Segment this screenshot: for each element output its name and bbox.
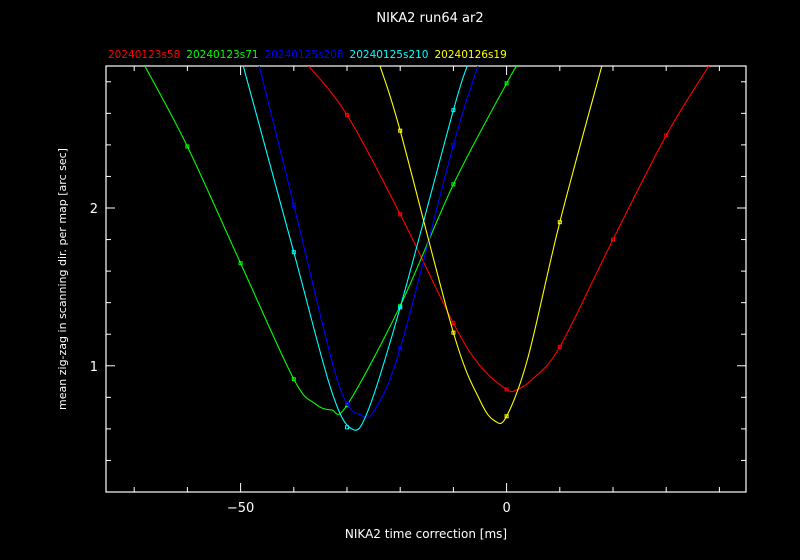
data-point-20240125s210 (291, 250, 296, 255)
series-line-20240125s208 (258, 66, 479, 419)
legend: 20240123s58 20240123s71 20240125s208 202401… (108, 49, 507, 61)
data-point-20240123s71 (291, 377, 296, 382)
series-line-20240123s58 (308, 66, 710, 393)
data-point-20240126s19 (504, 414, 509, 419)
y-tick-label: 2 (90, 202, 98, 217)
chart-title: NIKA2 run64 ar2 (376, 11, 483, 26)
data-point-20240125s210 (344, 425, 349, 430)
data-point-20240125s210 (398, 305, 403, 310)
data-point-20240123s58 (557, 344, 562, 349)
data-point-20240126s19 (398, 128, 403, 133)
data-point-20240123s58 (504, 387, 509, 392)
data-point-20240123s58 (451, 321, 456, 326)
legend-entry: 20240126s19 (435, 49, 507, 61)
data-point-20240126s19 (557, 220, 562, 225)
x-tick-label: 0 (502, 501, 510, 516)
data-point-20240125s208 (451, 142, 456, 147)
y-tick-label: 1 (90, 360, 98, 375)
data-point-20240125s208 (398, 346, 403, 351)
plot-frame (105, 65, 747, 493)
axis-ticks (106, 66, 746, 492)
series-line-20240125s210 (242, 66, 468, 431)
x-axis-label: NIKA2 time correction [ms] (345, 527, 507, 541)
series-line-20240123s71 (144, 66, 518, 415)
data-point-20240123s58 (398, 212, 403, 217)
x-tick-label: −50 (227, 501, 254, 516)
data-point-20240123s71 (504, 81, 509, 86)
data-point-20240125s210 (451, 108, 456, 113)
data-point-20240123s71 (238, 261, 243, 266)
tick-labels: −50 0 1 2 (90, 202, 511, 516)
data-point-20240123s71 (185, 144, 190, 149)
data-point-20240123s58 (664, 133, 669, 138)
legend-entry: 20240123s71 (186, 49, 258, 61)
y-axis-label: mean zig-zag in scanning dir. per map [a… (56, 148, 69, 410)
data-point-20240125s208 (291, 202, 296, 207)
data-point-20240125s208 (344, 401, 349, 406)
legend-entry: 20240125s208 (265, 49, 344, 61)
legend-entry: 20240123s58 (108, 49, 180, 61)
data-point-20240123s58 (344, 112, 349, 117)
series-group (144, 66, 710, 431)
data-point-20240123s58 (610, 237, 615, 242)
legend-entry: 20240125s210 (350, 49, 429, 61)
data-point-20240123s71 (451, 182, 456, 187)
data-point-20240126s19 (451, 330, 456, 335)
series-line-20240126s19 (379, 66, 603, 425)
